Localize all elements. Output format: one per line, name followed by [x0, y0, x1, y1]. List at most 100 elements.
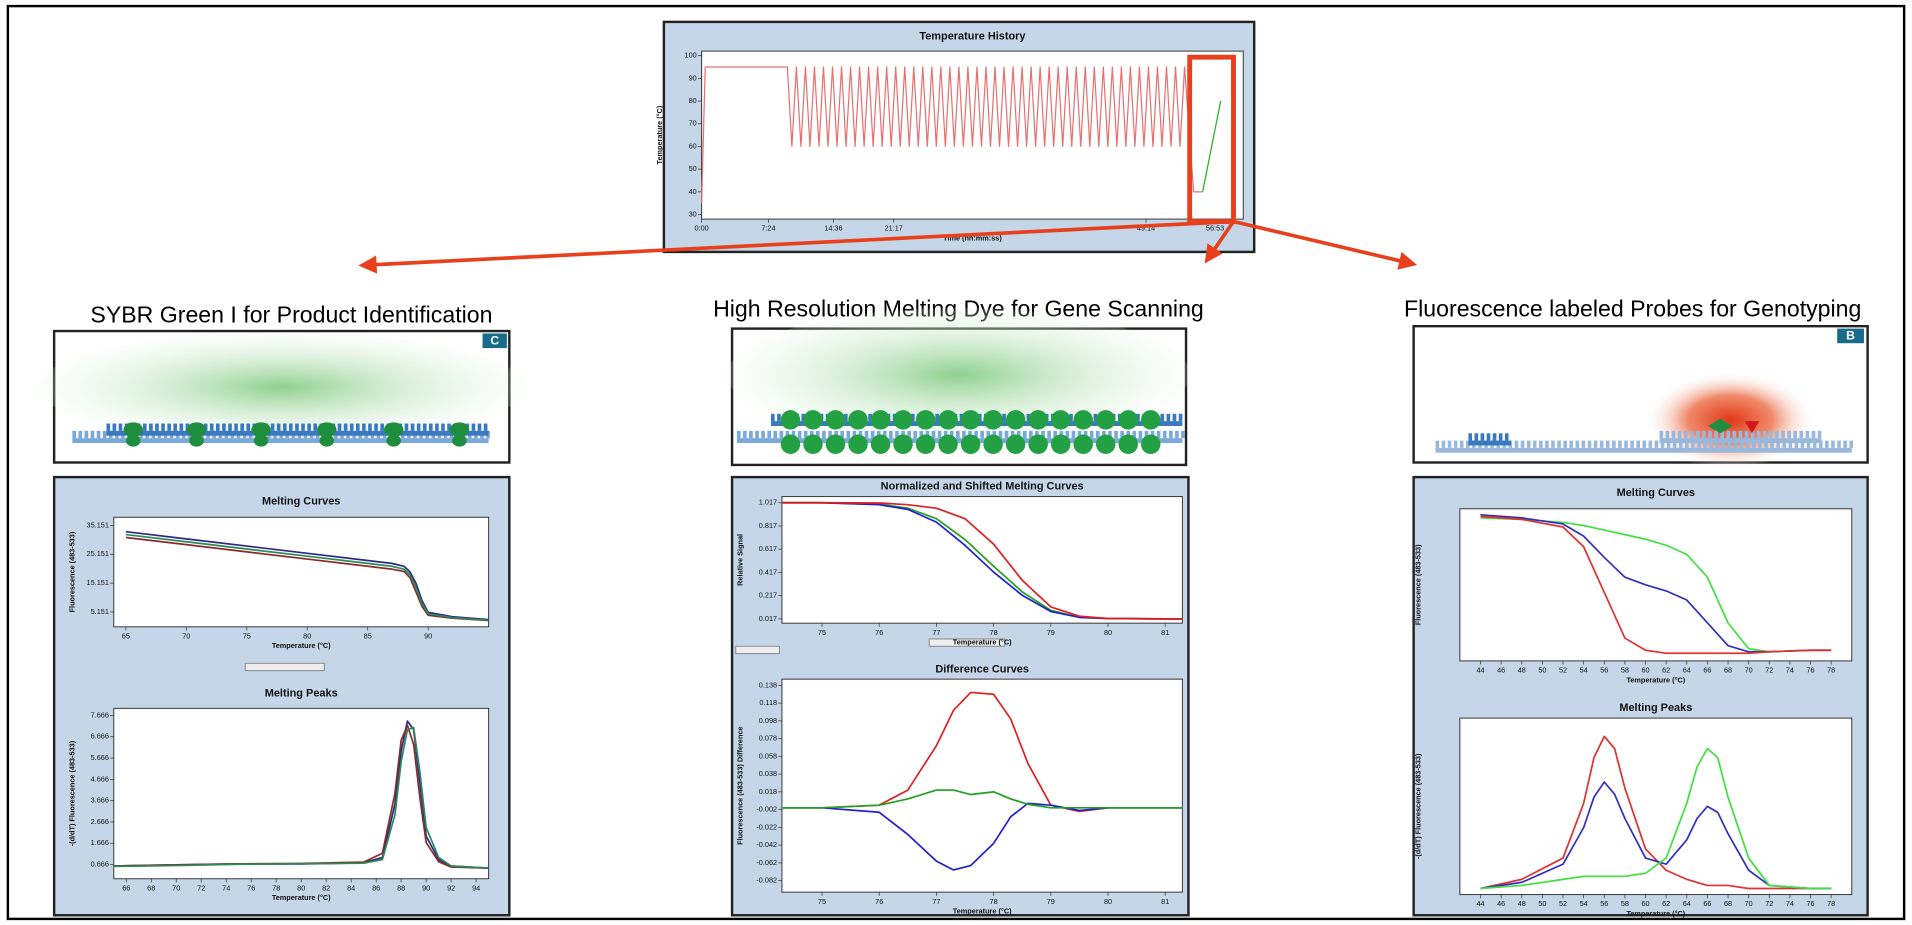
strand	[1436, 448, 1852, 453]
x-tick-label: 81	[1161, 628, 1169, 637]
chart-title: Melting Curves	[262, 495, 340, 507]
dye	[871, 435, 890, 454]
base	[1569, 441, 1573, 448]
x-tick-label: 58	[1621, 666, 1629, 675]
base	[1678, 431, 1682, 438]
base	[871, 431, 875, 438]
dye	[1006, 410, 1025, 429]
y-tick-label: 30	[689, 209, 697, 218]
x-tick-label: 76	[247, 883, 255, 892]
base	[1545, 441, 1549, 448]
y-tick-label: 0.018	[759, 787, 777, 796]
base	[246, 424, 250, 431]
dye	[893, 435, 912, 454]
dye	[254, 435, 269, 447]
x-tick-label: 50	[1538, 666, 1546, 675]
y-tick-label: 70	[689, 119, 697, 128]
slider[interactable]	[736, 646, 780, 653]
x-tick-label: 80	[297, 883, 305, 892]
base	[1739, 431, 1743, 438]
base	[761, 431, 765, 438]
chart-title: Melting Peaks	[1619, 702, 1692, 714]
x-tick-label: 92	[447, 883, 455, 892]
base	[1499, 433, 1503, 440]
base	[173, 424, 177, 431]
base	[435, 424, 439, 431]
y-tick-label: 25.151	[87, 549, 109, 558]
dye	[319, 435, 334, 447]
base	[1114, 431, 1118, 438]
x-tick-label: 80	[1104, 897, 1112, 906]
base	[1173, 414, 1177, 421]
x-tick-label: 90	[424, 631, 432, 640]
x-tick-label: 78	[1827, 899, 1835, 908]
base	[1160, 414, 1164, 421]
base	[1696, 431, 1700, 438]
x-tick-label: 94	[472, 883, 480, 892]
base	[103, 431, 107, 438]
x-tick-label: 62	[1662, 899, 1670, 908]
base	[1436, 441, 1440, 448]
dye	[126, 435, 141, 447]
base	[1618, 441, 1622, 448]
base	[1763, 431, 1767, 438]
base	[1072, 431, 1076, 438]
base	[1690, 431, 1694, 438]
slider[interactable]	[245, 663, 324, 670]
y-tick-label: 4.666	[91, 774, 109, 783]
base	[1702, 431, 1706, 438]
y-tick-label: 15.151	[87, 578, 109, 587]
base	[956, 431, 960, 438]
x-tick-label: 70	[1745, 666, 1753, 675]
base	[1655, 441, 1659, 448]
base	[1714, 431, 1718, 438]
dye	[189, 435, 204, 447]
panel-heading: Fluorescence labeled Probes for Genotypi…	[1404, 295, 1861, 321]
base	[119, 424, 123, 431]
base	[155, 424, 159, 431]
x-tick-label: 56	[1600, 666, 1608, 675]
x-axis-label: Temperature (°C)	[272, 641, 331, 650]
base	[478, 424, 482, 431]
base	[1787, 431, 1791, 438]
y-axis-label: Fluorescence (483-533)	[1413, 544, 1422, 625]
base	[737, 431, 741, 438]
x-tick-label: 58	[1621, 899, 1629, 908]
chart-title: Difference Curves	[935, 663, 1029, 675]
base	[283, 424, 287, 431]
dye	[938, 435, 957, 454]
base	[289, 424, 293, 431]
base	[932, 431, 936, 438]
x-tick-label: 75	[818, 628, 826, 637]
x-tick-label: 75	[818, 897, 826, 906]
dye	[916, 410, 935, 429]
y-tick-label: 5.666	[91, 753, 109, 762]
x-tick-label: 62	[1662, 666, 1670, 675]
base	[1781, 431, 1785, 438]
x-tick-label: 78	[990, 897, 998, 906]
x-tick-label: 44	[1476, 666, 1484, 675]
y-tick-label: 50	[689, 164, 697, 173]
base	[1606, 441, 1610, 448]
y-tick-label: 6.666	[91, 732, 109, 741]
base	[429, 424, 433, 431]
x-tick-label: 65	[122, 631, 130, 640]
base	[1474, 433, 1478, 440]
strand	[1468, 441, 1511, 446]
base	[865, 431, 869, 438]
y-tick-label: 0.417	[759, 567, 777, 576]
x-tick-label: 80	[303, 631, 311, 640]
chart-title: Temperature History	[919, 30, 1026, 42]
base	[380, 424, 384, 431]
base	[167, 424, 171, 431]
y-tick-label: 0.017	[759, 614, 777, 623]
base	[777, 414, 781, 421]
x-tick-label: 77	[932, 897, 940, 906]
base	[222, 424, 226, 431]
base	[1090, 431, 1094, 438]
x-tick-label: 85	[364, 631, 372, 640]
base	[1563, 441, 1567, 448]
base	[1460, 441, 1464, 448]
dye	[1006, 435, 1025, 454]
chart-title: Melting Peaks	[265, 688, 338, 700]
